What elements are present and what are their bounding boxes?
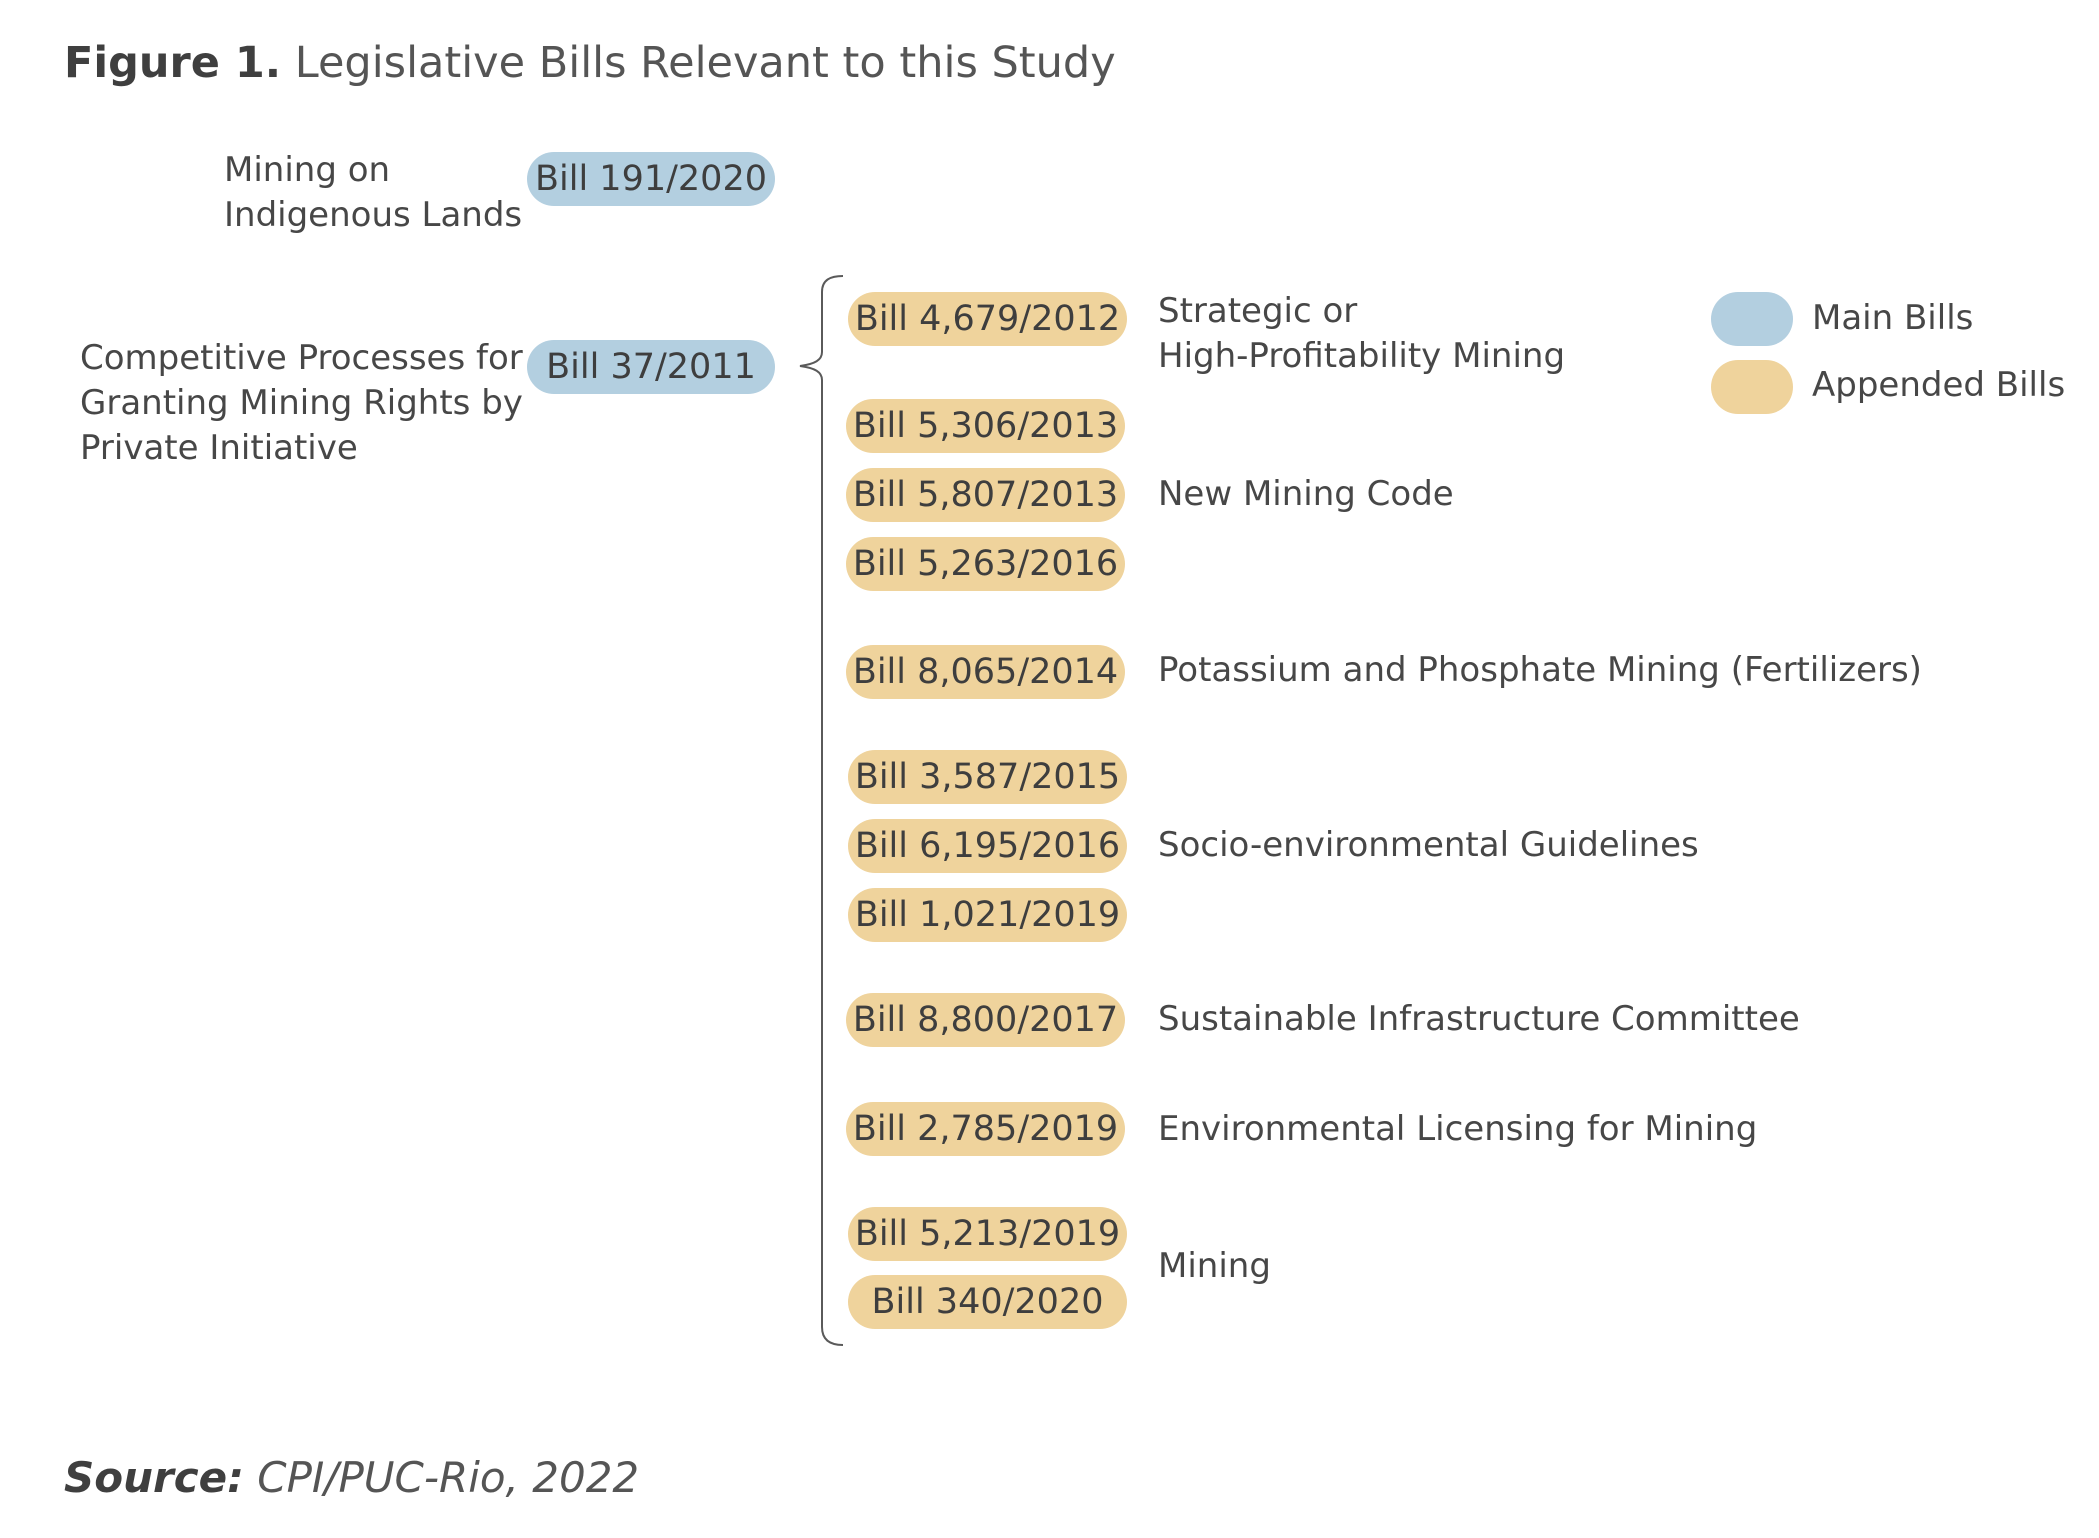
legend-appended-swatch: [1711, 360, 1793, 414]
topic-line: New Mining Code: [1158, 474, 1454, 514]
figure-number: Figure 1.: [64, 38, 282, 88]
topic-line: Mining on: [224, 150, 391, 190]
appended-bill-pill: Bill 4,679/2012: [848, 292, 1127, 346]
topic-line: Private Initiative: [80, 428, 358, 468]
appended-bill-pill: Bill 5,807/2013: [846, 468, 1125, 522]
topic-environmental-licensing: Environmental Licensing for Mining: [1158, 1107, 1757, 1152]
topic-line: High-Profitability Mining: [1158, 336, 1566, 376]
legend-main-label: Main Bills: [1812, 298, 1974, 338]
topic-line: Socio-environmental Guidelines: [1158, 825, 1699, 865]
topic-line: Mining: [1158, 1246, 1271, 1286]
appended-bill-pill: Bill 8,800/2017: [846, 993, 1125, 1047]
main-bill-topic-competitive-processes: Competitive Processes for Granting Minin…: [80, 336, 523, 471]
legend-appended-label: Appended Bills: [1812, 365, 2066, 405]
topic-line: Competitive Processes for: [80, 338, 523, 378]
appended-bill-pill: Bill 5,213/2019: [848, 1207, 1127, 1261]
topic-sustainable-infrastructure: Sustainable Infrastructure Committee: [1158, 997, 1800, 1042]
topic-line: Potassium and Phosphate Mining (Fertiliz…: [1158, 650, 1922, 690]
source-note: Source: CPI/PUC-Rio, 2022: [64, 1453, 639, 1502]
topic-line: Granting Mining Rights by: [80, 383, 523, 423]
main-bill-topic-indigenous-lands: Mining on Indigenous Lands: [224, 148, 522, 238]
legend-main-swatch: [1711, 292, 1793, 346]
appended-bill-pill: Bill 2,785/2019: [846, 1102, 1125, 1156]
appended-bill-pill: Bill 1,021/2019: [848, 888, 1127, 942]
topic-line: Indigenous Lands: [224, 195, 523, 235]
figure-title: Figure 1. Legislative Bills Relevant to …: [64, 38, 1116, 88]
figure-title-text: Legislative Bills Relevant to this Study: [294, 38, 1116, 88]
appended-bill-pill: Bill 3,587/2015: [848, 750, 1127, 804]
topic-mining: Mining: [1158, 1244, 1271, 1289]
appended-bill-pill: Bill 340/2020: [848, 1275, 1127, 1329]
topic-new-mining-code: New Mining Code: [1158, 472, 1454, 517]
appended-bill-pill: Bill 8,065/2014: [846, 645, 1125, 699]
appended-bill-pill: Bill 5,306/2013: [846, 399, 1125, 453]
source-text: CPI/PUC-Rio, 2022: [257, 1453, 640, 1502]
topic-potassium-phosphate: Potassium and Phosphate Mining (Fertiliz…: [1158, 648, 1922, 693]
main-bill-pill: Bill 191/2020: [527, 152, 775, 206]
appended-bill-pill: Bill 6,195/2016: [848, 819, 1127, 873]
source-prefix: Source:: [64, 1453, 244, 1502]
main-bill-pill: Bill 37/2011: [527, 340, 775, 394]
appended-bill-pill: Bill 5,263/2016: [846, 537, 1125, 591]
topic-strategic-mining: Strategic or High-Profitability Mining: [1158, 289, 1565, 379]
topic-line: Environmental Licensing for Mining: [1158, 1109, 1758, 1149]
topic-line: Strategic or: [1158, 291, 1358, 331]
topic-line: Sustainable Infrastructure Committee: [1158, 999, 1800, 1039]
topic-socio-environmental: Socio-environmental Guidelines: [1158, 823, 1699, 868]
